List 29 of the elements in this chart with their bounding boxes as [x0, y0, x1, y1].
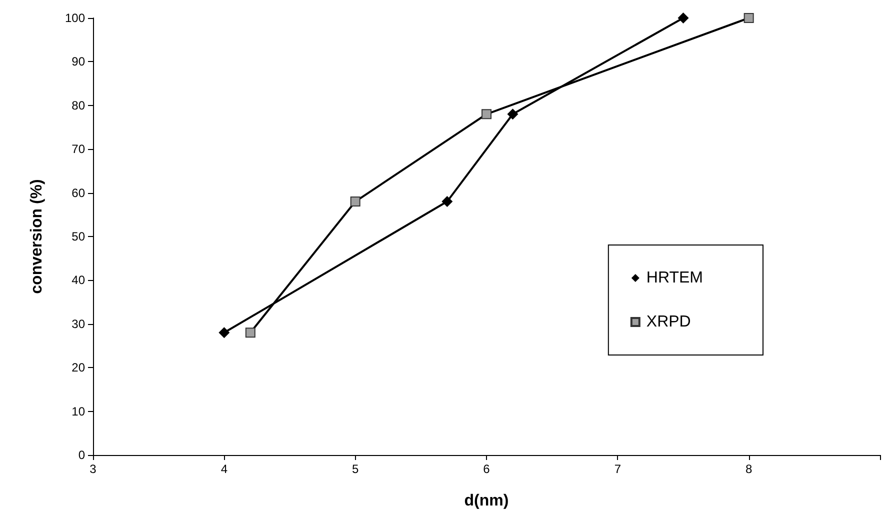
point [678, 12, 689, 24]
point [482, 109, 492, 120]
x-tick-label: 4 [220, 462, 228, 476]
x-tick-label: 3 [90, 462, 97, 476]
x-tick-label: 8 [745, 462, 752, 476]
point [744, 13, 754, 23]
point [218, 327, 230, 338]
y-tick-label: 30 [72, 316, 86, 331]
x-tick-label: 7 [614, 462, 622, 476]
point [350, 196, 360, 207]
y-tick-label: 60 [72, 186, 86, 200]
y-tick-label: 0 [78, 448, 86, 462]
y-tick-label: 80 [72, 98, 86, 112]
y-tick-label: 100 [64, 11, 86, 25]
y-axis-title: conversion (%) [28, 179, 46, 294]
point [442, 196, 453, 208]
x-axis-title: d(nm) [464, 492, 509, 510]
y-tick-label: 90 [72, 54, 86, 69]
point [507, 108, 518, 120]
y-tick-label: 20 [72, 360, 86, 375]
y-tick-label: 70 [72, 142, 86, 156]
x-tick-label: 6 [483, 462, 490, 476]
y-tick-label: 10 [72, 404, 86, 418]
legend-label: XRPD [646, 314, 691, 330]
y-tick-label: 40 [72, 273, 86, 288]
legend-label: HRTEM [646, 270, 703, 286]
y-tick-label: 50 [72, 230, 86, 244]
point [245, 328, 256, 338]
x-tick-label: 5 [352, 462, 359, 476]
